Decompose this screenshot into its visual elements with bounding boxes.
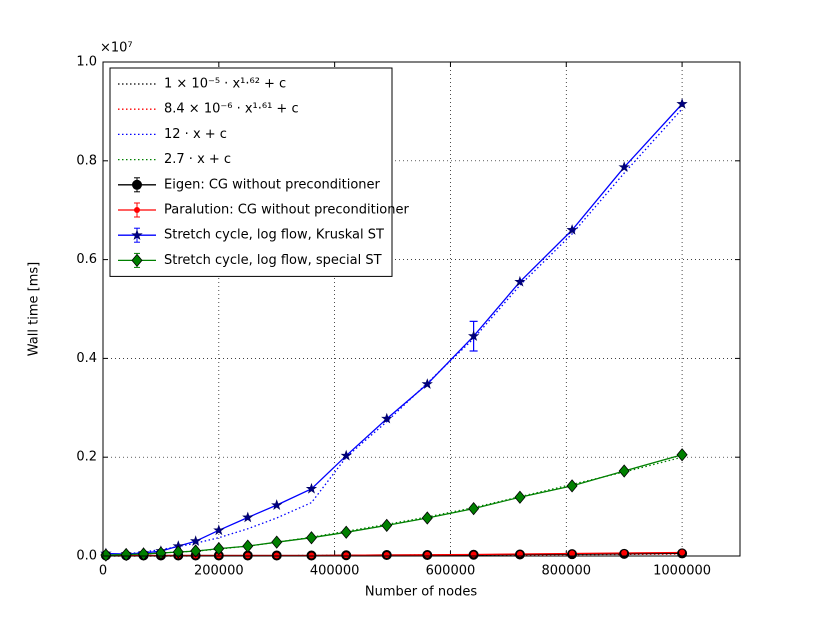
legend-label: 2.7 · x + c [164, 152, 231, 167]
legend-label: Paralution: CG without preconditioner [164, 203, 409, 218]
legend-label: Stretch cycle, log flow, Kruskal ST [164, 228, 384, 243]
x-tick-label: 800000 [541, 564, 591, 579]
legend-label: 8.4 × 10⁻⁶ · x¹·⁶¹ + c [164, 102, 299, 117]
data-point [271, 499, 283, 510]
data-point [679, 549, 686, 556]
data-point [190, 544, 202, 558]
x-tick-label: 200000 [194, 564, 244, 579]
y-tick-label: 0.4 [76, 351, 97, 366]
data-point [621, 550, 628, 557]
data-point [340, 449, 352, 461]
data-point [271, 535, 283, 549]
x-axis-label: Number of nodes [365, 585, 477, 600]
y-tick-label: 0.2 [76, 450, 97, 465]
data-point [120, 547, 132, 562]
legend-label: 12 · x + c [164, 127, 227, 142]
data-point [676, 448, 688, 462]
data-point [340, 525, 352, 539]
data-point [516, 551, 523, 558]
data-point [343, 552, 350, 559]
data-point [421, 378, 433, 389]
data-point [383, 552, 390, 559]
x-tick-label: 1000000 [653, 564, 711, 579]
data-point [381, 412, 393, 424]
data-point [421, 511, 433, 525]
data-point [468, 330, 480, 341]
data-point [242, 511, 254, 523]
y-tick-label: 0.6 [76, 252, 97, 267]
data-point [618, 161, 630, 173]
data-point [305, 531, 317, 545]
legend-marker [131, 229, 143, 240]
x-tick-label: 600000 [426, 564, 476, 579]
legend-marker [134, 207, 140, 213]
data-point [424, 551, 431, 558]
data-point [305, 482, 318, 494]
data-point [566, 479, 578, 493]
legend-marker [131, 253, 143, 268]
data-point [618, 464, 630, 478]
data-point [381, 518, 393, 532]
data-point [569, 550, 576, 557]
data-point [213, 541, 225, 556]
x-tick-label: 0 [99, 564, 107, 579]
y-tick-label: 1.0 [76, 55, 97, 70]
data-point [468, 501, 480, 516]
legend-label: 1 × 10⁻⁵ · x¹·⁶² + c [164, 77, 286, 92]
y-axis-label: Wall time [ms] [27, 262, 42, 356]
data-point [676, 98, 688, 109]
data-point [514, 490, 526, 504]
x-tick-label: 400000 [310, 564, 360, 579]
legend-box [109, 67, 393, 277]
data-point [172, 545, 184, 559]
data-point [242, 539, 254, 553]
plot-frame [102, 61, 741, 557]
data-point [190, 535, 202, 546]
legend-label: Eigen: CG without preconditioner [164, 177, 381, 192]
legend-marker [132, 179, 142, 190]
legend-label: Stretch cycle, log flow, special ST [164, 253, 382, 268]
data-point [213, 524, 225, 536]
data-point [514, 275, 526, 287]
data-point [138, 547, 150, 561]
y-offset-label: ×10⁷ [100, 41, 133, 56]
y-tick-label: 0.0 [76, 549, 97, 564]
y-tick-label: 0.8 [76, 153, 97, 168]
data-point [566, 224, 578, 235]
